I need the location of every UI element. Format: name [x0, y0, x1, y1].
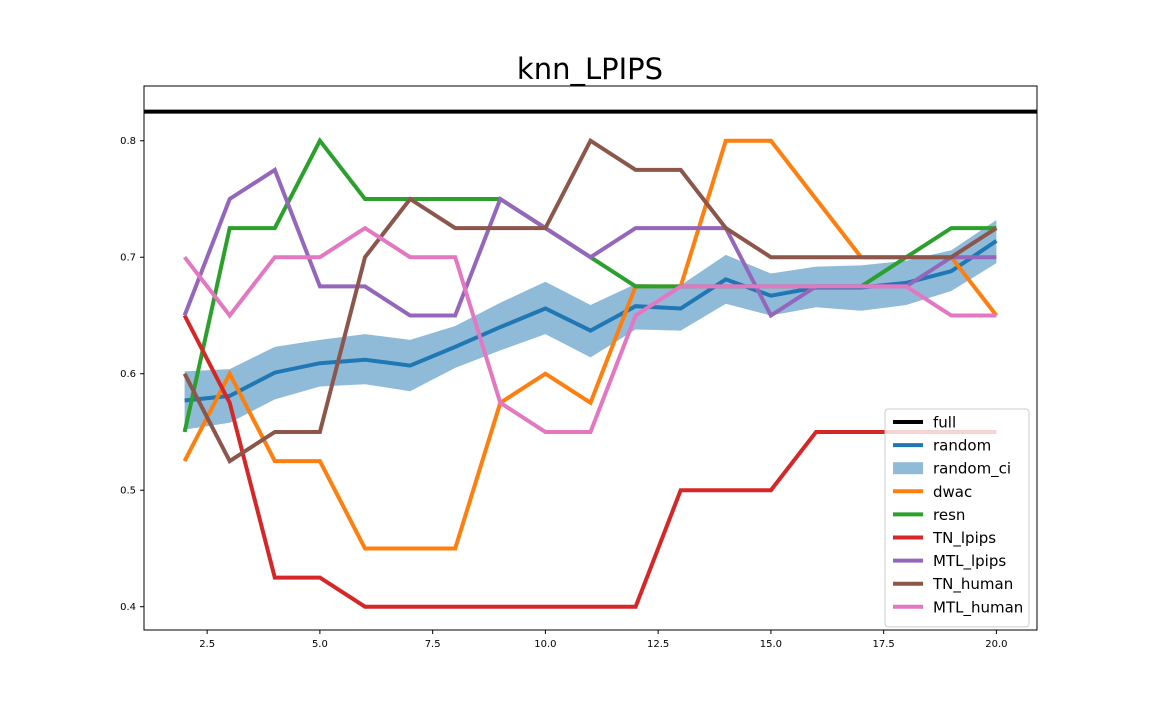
x-tick-label: 12.5 [647, 639, 669, 650]
y-tick-label: 0.7 [120, 253, 136, 264]
series-tn-human-line [182, 137, 998, 464]
x-tick-label: 17.5 [873, 639, 895, 650]
legend-label-random: random [933, 437, 991, 455]
plot-frame [143, 85, 1038, 631]
y-tick-label: 0.4 [120, 602, 136, 613]
legend-label-random-ci: random_ci [933, 460, 1011, 479]
x-tick-label: 7.5 [425, 639, 441, 650]
y-tick-label: 0.5 [120, 486, 136, 497]
legend-label-resn: resn [933, 506, 965, 524]
legend-label-mtl-lpips: MTL_lpips [933, 552, 1006, 571]
legend-label-tn-lpips: TN_lpips [932, 529, 996, 548]
y-tick-label: 0.8 [120, 136, 136, 147]
x-tick-label: 10.0 [534, 639, 556, 650]
x-tick-label: 15.0 [760, 639, 782, 650]
legend-label-full: full [933, 414, 956, 432]
x-tick-label: 20.0 [985, 639, 1007, 650]
legend-swatch-random-ci [893, 462, 923, 475]
x-axis: 2.5 5.0 7.5 10.0 12.5 15.0 17.5 20.0 [199, 630, 1008, 650]
chart-title: knn_LPIPS [517, 52, 663, 86]
y-axis: 0.4 0.5 0.6 0.7 0.8 [120, 136, 144, 613]
x-tick-label: 2.5 [199, 639, 215, 650]
plot-area [144, 109, 1037, 609]
x-tick-label: 5.0 [312, 639, 328, 650]
legend-label-tn-human: TN_human [932, 575, 1013, 594]
series-mtl-human-line [183, 225, 997, 434]
legend-label-mtl-human: MTL_human [933, 598, 1023, 617]
legend-label-dwac: dwac [933, 483, 972, 501]
series-random-ci-band [184, 220, 997, 430]
y-tick-label: 0.6 [120, 369, 136, 380]
series-tn-lpips-line [182, 314, 997, 609]
